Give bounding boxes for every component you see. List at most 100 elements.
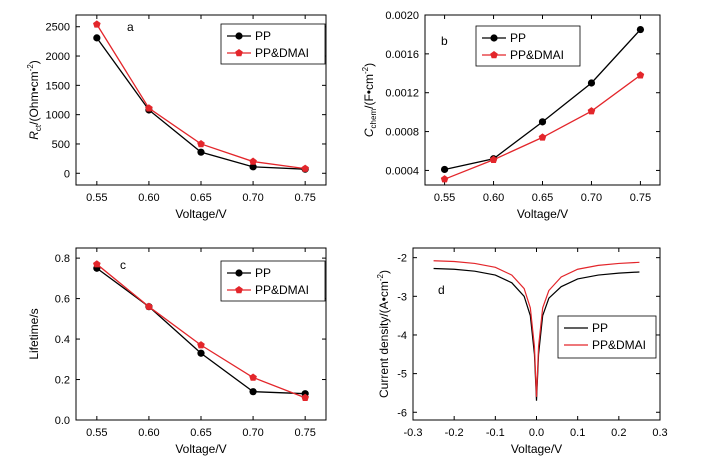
x-tick-label: -0.1 <box>486 427 505 439</box>
y-label-sub: chem <box>369 109 378 129</box>
data-point-PP-DMAI <box>93 260 101 268</box>
data-point-PP-DMAI <box>197 341 205 349</box>
y-label-end: ) <box>362 63 376 67</box>
legend-label: PP&DMAI <box>255 46 309 60</box>
legend-label: PP <box>510 31 526 45</box>
x-tick-label: 0.60 <box>138 427 159 439</box>
chart-panel-a: 0.55 0.60 0.65 0.70 0.75 0 500 1000 1500 2000 2500… <box>26 14 327 221</box>
x-tick-label: 0.55 <box>86 427 107 439</box>
x-tick-label: -0.2 <box>445 427 464 439</box>
x-tick-label: 0.70 <box>242 192 263 204</box>
x-tick-label: 0.65 <box>190 427 211 439</box>
data-point-PP-DMAI <box>145 104 153 112</box>
legend-box <box>557 315 657 359</box>
y-tick-label: 0.8 <box>55 253 70 265</box>
legend-marker <box>235 32 243 40</box>
x-tick-label: 0.65 <box>190 192 211 204</box>
legend-box <box>220 23 326 65</box>
data-point-PP-DMAI <box>93 20 101 28</box>
y-label-main: Current density/(A•cm <box>377 281 391 398</box>
data-point-PP <box>440 165 449 174</box>
data-point-PP-DMAI <box>249 157 257 165</box>
legend-marker <box>235 269 243 277</box>
legend-label: PP&DMAI <box>592 338 646 352</box>
x-tick-label: 0.65 <box>532 192 553 204</box>
x-tick-label: 0.2 <box>611 427 626 439</box>
data-point-PP-DMAI <box>301 164 309 172</box>
y-label-end: ) <box>377 270 391 274</box>
y-tick-label: 0.6 <box>55 294 70 306</box>
panel-label-d: d <box>438 283 445 297</box>
x-tick-label: 0.3 <box>652 427 667 439</box>
y-tick-label: 0 <box>64 168 70 180</box>
data-point-PP <box>197 349 205 357</box>
x-tick-label: 0.1 <box>570 427 585 439</box>
y-label-sup: -2 <box>376 273 385 281</box>
panel-label-c: c <box>120 258 126 272</box>
y-label-main: Lifetime/s <box>27 308 41 359</box>
y-tick-label: 1000 <box>46 110 70 122</box>
x-axis-label: Voltage/V <box>175 442 226 456</box>
data-point-PP-DMAI <box>636 71 645 79</box>
chart-panel-d: -0.3 -0.2 -0.1 0.0 0.1 0.2 0.3 -6 -5 -4 -3 -2 Voltag… <box>376 247 668 456</box>
y-tick-label: 0.0004 <box>385 165 419 177</box>
data-point-PP <box>249 388 257 396</box>
x-tick-label: 0.70 <box>581 192 602 204</box>
legend-a: PP PP&DMAI <box>220 23 326 65</box>
y-tick-label: 0.2 <box>55 375 70 387</box>
y-tick-label: 0.4 <box>55 334 70 346</box>
legend-label: PP&DMAI <box>510 48 564 62</box>
x-tick-label: 0.75 <box>294 427 315 439</box>
data-point-PP <box>197 148 205 156</box>
y-label-main: C <box>362 128 376 137</box>
legend-b: PP PP&DMAI <box>475 25 581 67</box>
y-label-rest: /(Ohm•cm <box>27 71 41 125</box>
data-point-PP-DMAI <box>440 175 449 183</box>
y-tick-label: -2 <box>397 253 407 265</box>
y-tick-label: 2500 <box>46 22 70 34</box>
y-axis-label: Rct/(Ohm•cm-2) <box>26 60 43 140</box>
chart-panel-c: 0.55 0.60 0.65 0.70 0.75 0.0 0.2 0.4 0.6 0.8 Volta… <box>27 247 327 456</box>
x-axis-label: Voltage/V <box>175 207 226 221</box>
x-tick-label: 0.60 <box>483 192 504 204</box>
data-point-PP <box>538 118 547 126</box>
legend-box <box>220 260 326 302</box>
chart-panel-b: 0.55 0.60 0.65 0.70 0.75 0.0004 0.0008 0.0012 0.… <box>361 10 661 221</box>
series-line-PP <box>433 267 640 401</box>
data-point-PP-DMAI <box>587 107 596 115</box>
legend-label: PP <box>255 266 271 280</box>
y-tick-label: 1500 <box>46 80 70 92</box>
legend-label: PP <box>255 29 271 43</box>
legend-marker <box>235 286 243 294</box>
x-tick-label: 0.75 <box>294 192 315 204</box>
data-point-PP-DMAI <box>145 302 153 310</box>
y-tick-label: -3 <box>397 291 407 303</box>
legend-marker <box>235 49 243 57</box>
x-axis-label: Voltage/V <box>517 207 568 221</box>
y-label-main: R <box>27 131 41 140</box>
y-tick-label: 0.0016 <box>385 49 419 61</box>
y-axis-label: Cchem/(F•cm-2) <box>361 63 378 137</box>
x-tick-label: 0.55 <box>86 192 107 204</box>
data-point-PP <box>93 34 101 42</box>
y-axis-label: Lifetime/s <box>27 308 41 359</box>
y-tick-label: 0.0012 <box>385 88 419 100</box>
data-point-PP-DMAI <box>538 133 547 141</box>
data-point-PP-DMAI <box>489 155 498 163</box>
legend-label: PP&DMAI <box>255 283 309 297</box>
panel-label-b: b <box>441 34 448 48</box>
y-label-sup: -2 <box>26 64 35 72</box>
data-point-PP <box>249 163 257 171</box>
legend-c: PP PP&DMAI <box>220 260 326 302</box>
y-tick-label: -5 <box>397 369 407 381</box>
y-label-sup: -2 <box>361 66 370 74</box>
y-axis-label: Current density/(A•cm-2) <box>376 270 391 398</box>
y-label-sub: ct <box>34 124 43 131</box>
series-line-PP&DMAI <box>433 260 640 397</box>
data-point-PP-DMAI <box>249 373 257 381</box>
y-tick-label: 2000 <box>46 51 70 63</box>
x-tick-label: 0.70 <box>242 427 263 439</box>
data-point-PP-DMAI <box>197 139 205 148</box>
legend-marker <box>490 51 498 59</box>
